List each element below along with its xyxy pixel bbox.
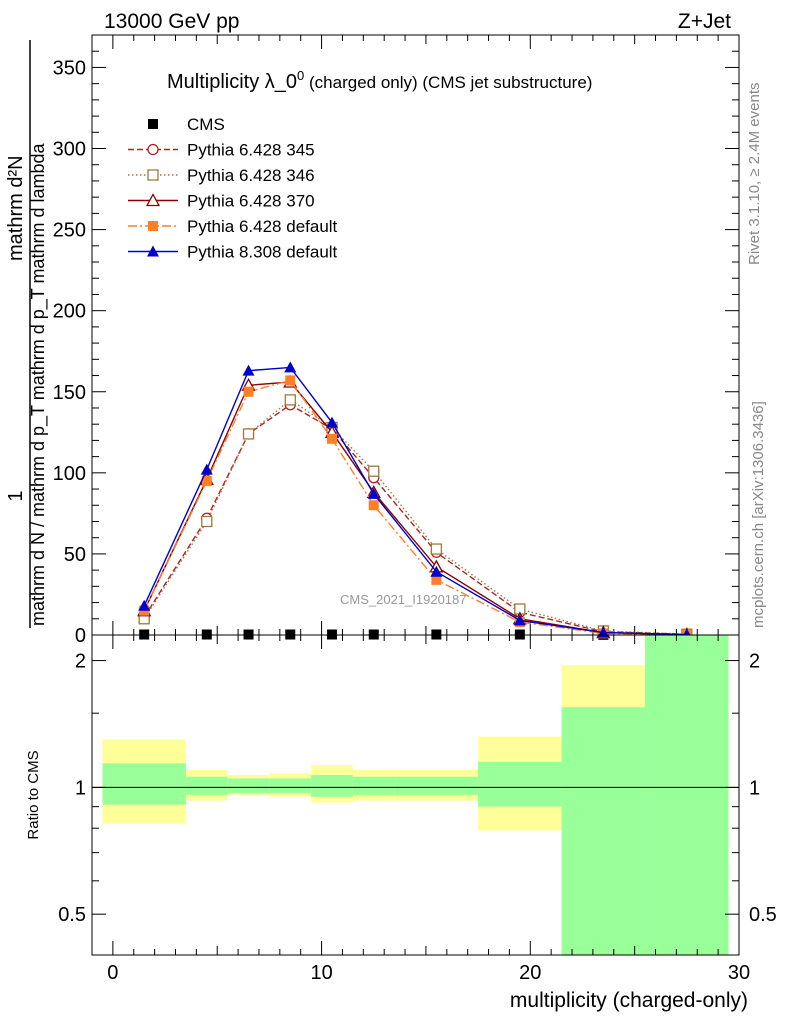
legend-label: Pythia 6.428 default <box>187 217 338 236</box>
ratio-band-stat <box>269 778 312 793</box>
ratio-band-stat <box>227 778 270 793</box>
main-ytick-label: 300 <box>53 139 86 161</box>
main-ytick-label: 350 <box>53 57 86 79</box>
legend-entry: Pythia 6.428 370 <box>128 192 315 211</box>
ylabel-denominator: mathrm d N / mathrm d p_T mathrm d p_T m… <box>28 143 49 626</box>
ratio-ytick-label: 2 <box>75 651 86 673</box>
main-ytick-label: 100 <box>53 463 86 485</box>
ratio-xtick-label: 0 <box>107 962 118 984</box>
ratio-band-stat <box>645 635 729 955</box>
data-point <box>431 574 442 585</box>
data-point <box>284 394 296 406</box>
data-point <box>326 416 339 428</box>
ratio-ytick-label: 1 <box>75 777 86 799</box>
ratio-band-stat <box>102 763 186 805</box>
header-process: Z+Jet <box>678 10 731 33</box>
data-point <box>513 614 526 626</box>
data-point <box>430 543 443 555</box>
ratio-ytick-label: 0.5 <box>58 904 86 926</box>
data-point <box>284 361 297 373</box>
ratio-ytick-label-right: 0.5 <box>749 904 777 926</box>
plot-title: Multiplicity λ_00 (charged only) (CMS je… <box>167 68 592 93</box>
data-point <box>242 364 255 376</box>
data-point <box>201 475 212 486</box>
ratio-band-stat <box>394 776 479 795</box>
legend-entry: CMS <box>148 115 225 134</box>
legend-label: Pythia 6.428 346 <box>187 166 315 185</box>
data-point <box>367 487 380 499</box>
plot-title-main: Multiplicity λ_0 <box>167 71 297 93</box>
data-point <box>138 599 151 611</box>
data-point <box>368 500 379 511</box>
legend-marker <box>148 119 158 129</box>
ratio-xtick-label: 10 <box>310 962 332 984</box>
legend-entry: Pythia 6.428 345 <box>128 141 315 160</box>
legend-marker <box>145 193 161 207</box>
legend-marker <box>148 221 158 231</box>
data-point <box>285 375 296 386</box>
legend-marker <box>147 245 159 257</box>
ratio-band-stat <box>352 776 395 795</box>
main-axis-ticks: 0 50 100 150 200 250 300 350 <box>53 35 740 647</box>
series-line <box>143 381 687 636</box>
legend-label: Pythia 6.428 345 <box>187 141 315 160</box>
series-line <box>143 366 687 636</box>
ratio-ytick-label-right: 1 <box>749 777 760 799</box>
ratio-band-stat <box>185 776 228 795</box>
ratio-band-stat <box>478 761 562 807</box>
ratio-xtick-label: 30 <box>728 962 750 984</box>
ratio-bands-group <box>92 635 739 955</box>
legend-entry: Pythia 8.308 default <box>128 243 338 262</box>
header-energy: 13000 GeV pp <box>104 10 239 33</box>
ratio-ylabel: Ratio to CMS <box>25 750 42 839</box>
x-axis-label: multiplicity (charged-only) <box>510 989 748 1012</box>
data-point <box>243 386 254 397</box>
series-line <box>143 398 687 635</box>
main-ylabel: 1 mathrm d N / mathrm d p_T mathrm d p_T… <box>5 40 49 628</box>
main-ytick-label: 250 <box>53 220 86 242</box>
ratio-axis-ticks: 0.5 0.51 12 20 10 20 30 <box>58 635 777 984</box>
legend-label: CMS <box>187 115 225 134</box>
legend-entry: Pythia 6.428 default <box>128 217 338 236</box>
legend-entry: Pythia 6.428 346 <box>128 166 315 185</box>
ratio-panel-frame <box>91 634 740 956</box>
legend-label: Pythia 6.428 370 <box>187 192 315 211</box>
plot-title-sup: 0 <box>297 68 304 83</box>
rivet-version-label: Rivet 3.1.10, ≥ 2.4M events <box>746 83 763 266</box>
data-point <box>201 515 213 528</box>
data-point <box>200 463 213 475</box>
data-point <box>430 565 443 577</box>
series-line <box>143 403 687 635</box>
series-line <box>143 379 687 636</box>
legend-label: Pythia 8.308 default <box>187 243 338 262</box>
ylabel-numerator: 1 <box>5 490 27 501</box>
analysis-watermark: CMS_2021_I1920187 <box>340 592 467 607</box>
ratio-ytick-label-right: 2 <box>749 651 760 673</box>
main-ytick-label: 150 <box>53 382 86 404</box>
main-ytick-label: 0 <box>75 625 86 647</box>
main-ytick-label: 200 <box>53 301 86 323</box>
ratio-band-stat <box>561 707 646 955</box>
data-point <box>368 465 380 477</box>
data-point <box>242 428 255 440</box>
plot-title-suffix: (charged only) (CMS jet substructure) <box>304 73 592 92</box>
ratio-xtick-label: 20 <box>519 962 541 984</box>
legend-marker <box>147 169 159 181</box>
legend: CMS Pythia 6.428 345 Pythia 6.428 346 Pythi… <box>128 115 338 262</box>
data-point <box>327 433 338 444</box>
mcplots-label: mcplots.cern.ch [arXiv:1306.3436] <box>750 401 767 628</box>
ratio-band-stat <box>311 774 353 797</box>
main-ytick-label: 50 <box>64 544 86 566</box>
legend-marker <box>147 143 159 156</box>
ylabel-top: mathrm d²N <box>5 155 27 261</box>
